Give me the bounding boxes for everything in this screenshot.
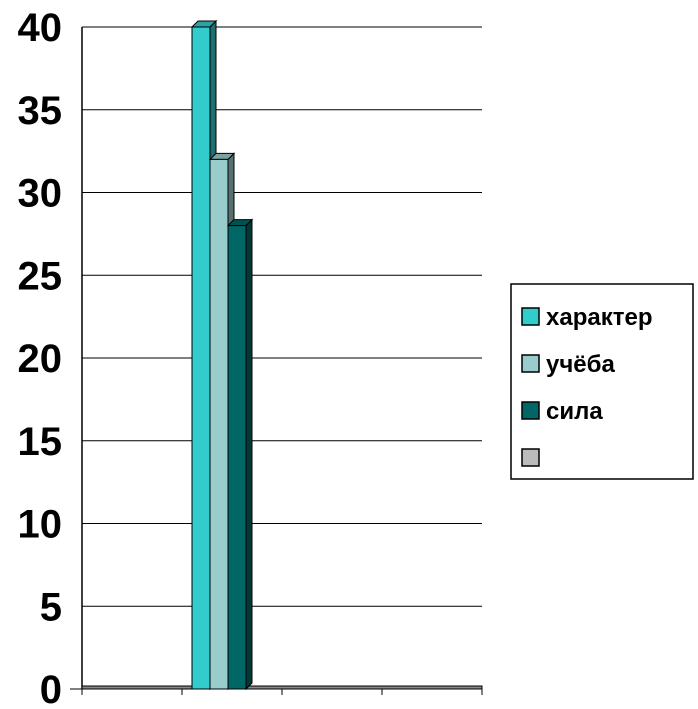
legend-swatch xyxy=(521,448,540,467)
y-tick-label: 20 xyxy=(18,337,63,381)
y-tick-label: 35 xyxy=(18,89,63,133)
bar xyxy=(191,26,211,690)
y-tick-label: 25 xyxy=(18,254,63,298)
bars xyxy=(190,19,254,691)
bar xyxy=(209,158,229,690)
bar-side xyxy=(245,218,253,691)
y-tick-label: 10 xyxy=(18,503,63,547)
legend-box xyxy=(510,283,694,480)
y-tick-label: 0 xyxy=(40,668,62,709)
gridlines xyxy=(82,26,482,689)
x-axis-floor xyxy=(81,685,483,690)
y-tick-label: 40 xyxy=(18,6,63,50)
legend-label: сила xyxy=(546,398,603,425)
legend-swatch xyxy=(521,354,540,373)
bar xyxy=(227,225,247,690)
y-tick-labels: 0 5 10 15 20 25 30 35 40 xyxy=(18,6,63,709)
legend-swatch xyxy=(521,307,540,326)
y-tick-label: 15 xyxy=(18,420,63,464)
axes xyxy=(70,27,483,695)
legend-label: учёба xyxy=(546,351,615,378)
legend: характер учёба сила xyxy=(510,283,694,480)
y-tick-label: 30 xyxy=(18,172,63,216)
legend-label: характер xyxy=(546,304,652,331)
legend-swatch xyxy=(521,401,540,420)
y-tick-label: 5 xyxy=(40,585,62,629)
